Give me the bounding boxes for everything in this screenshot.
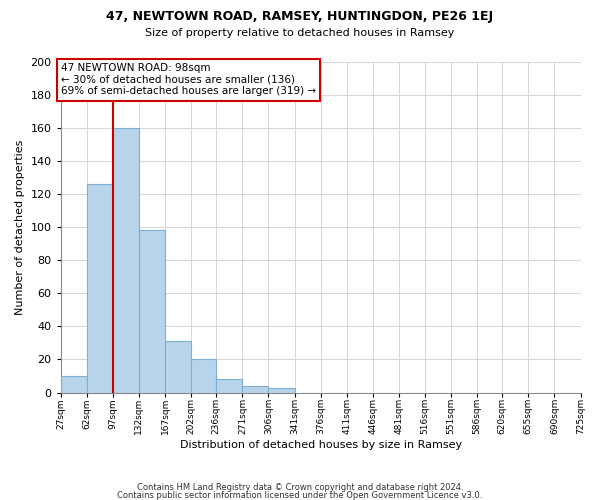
Bar — [217, 380, 242, 392]
Text: Contains public sector information licensed under the Open Government Licence v3: Contains public sector information licen… — [118, 491, 482, 500]
Y-axis label: Number of detached properties: Number of detached properties — [15, 140, 25, 314]
Text: 47, NEWTOWN ROAD, RAMSEY, HUNTINGDON, PE26 1EJ: 47, NEWTOWN ROAD, RAMSEY, HUNTINGDON, PE… — [106, 10, 494, 23]
Bar — [268, 388, 295, 392]
Text: Contains HM Land Registry data © Crown copyright and database right 2024.: Contains HM Land Registry data © Crown c… — [137, 484, 463, 492]
Bar — [191, 360, 217, 392]
Bar — [113, 128, 139, 392]
Text: 47 NEWTOWN ROAD: 98sqm
← 30% of detached houses are smaller (136)
69% of semi-de: 47 NEWTOWN ROAD: 98sqm ← 30% of detached… — [61, 63, 316, 96]
Bar — [242, 386, 268, 392]
Bar — [165, 341, 191, 392]
Bar — [139, 230, 165, 392]
Bar — [61, 376, 87, 392]
Text: Size of property relative to detached houses in Ramsey: Size of property relative to detached ho… — [145, 28, 455, 38]
X-axis label: Distribution of detached houses by size in Ramsey: Distribution of detached houses by size … — [179, 440, 461, 450]
Bar — [87, 184, 113, 392]
